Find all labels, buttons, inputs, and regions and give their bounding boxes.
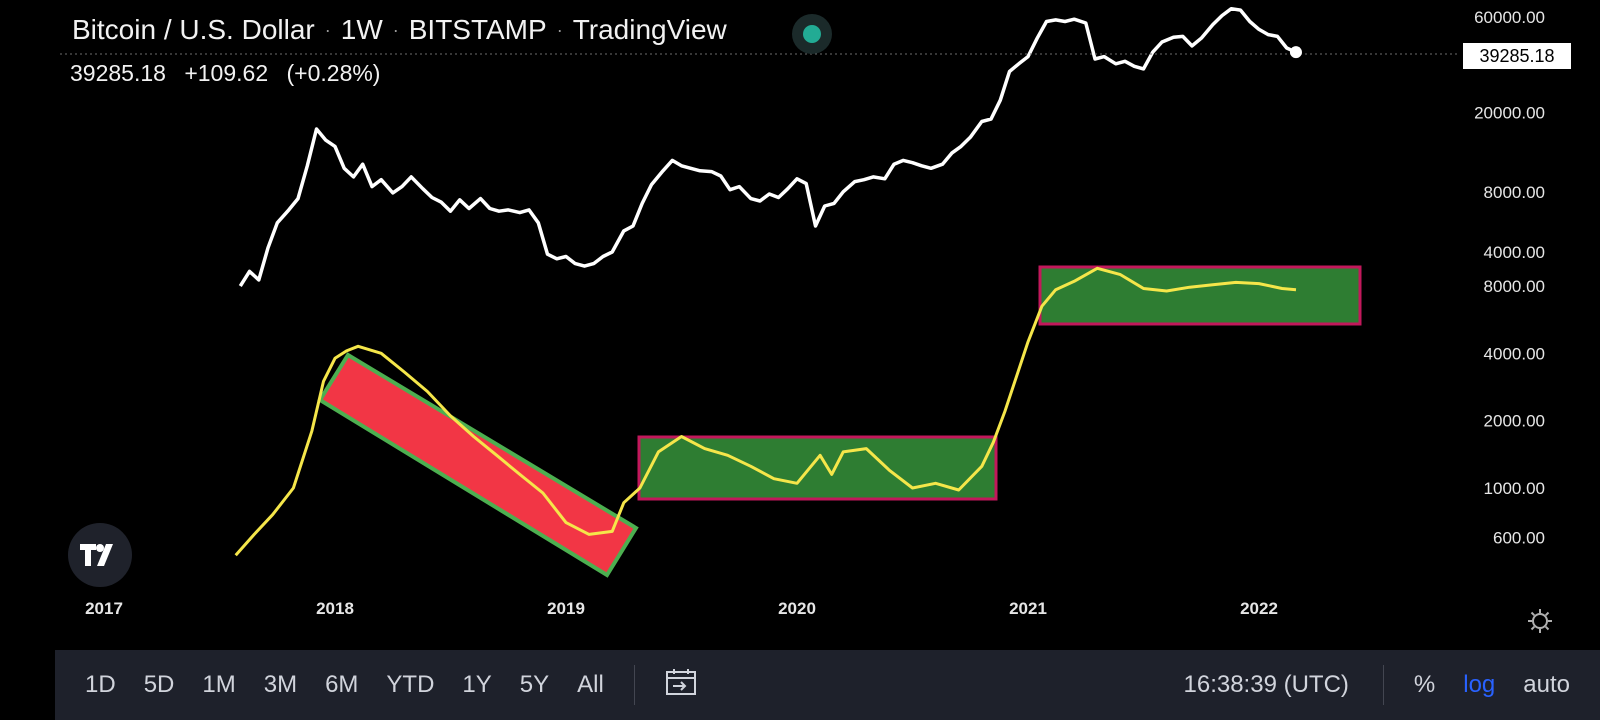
price-change: +109.62	[184, 60, 269, 86]
chart-header: Bitcoin / U.S. Dollar · 1W · BITSTAMP · …	[72, 14, 727, 46]
utc-clock[interactable]: 16:38:39 (UTC)	[1183, 671, 1349, 698]
y-tick-label: 4000.00	[1484, 344, 1545, 363]
symbol-title[interactable]: Bitcoin / U.S. Dollar	[72, 14, 315, 45]
y-tick-label: 600.00	[1493, 529, 1545, 548]
x-tick-label: 2022	[1240, 599, 1278, 618]
separator-dot: ·	[556, 19, 563, 40]
percent-toggle[interactable]: %	[1413, 671, 1436, 698]
provider-label: TradingView	[572, 14, 727, 45]
exchange-label: BITSTAMP	[408, 14, 547, 45]
price-tag: 39285.18	[1479, 46, 1554, 66]
ma-line	[234, 266, 1297, 557]
x-tick-label: 2020	[778, 599, 816, 618]
bottom-toolbar: 1D 5D 1M 3M 6M YTD 1Y 5Y All 16:38:39 (U…	[55, 650, 1600, 720]
x-axis-labels: 2017 2018 2019 2020 2021 2022	[85, 599, 1278, 618]
range-1m[interactable]: 1M	[202, 671, 236, 698]
quote-line: 39285.18 +109.62 (+0.28%)	[70, 60, 392, 87]
toolbar-divider	[633, 665, 635, 705]
x-tick-label: 2021	[1009, 599, 1047, 618]
y-tick-label: 8000.00	[1484, 277, 1545, 296]
calendar-glyph	[665, 668, 696, 695]
y-tick-label: 60000.00	[1474, 8, 1545, 27]
live-dot	[803, 25, 821, 43]
tv-glyph	[80, 544, 113, 566]
range-5y[interactable]: 5Y	[519, 671, 550, 698]
last-price-dot	[1289, 46, 1302, 59]
tradingview-logo-icon[interactable]	[68, 523, 132, 587]
price-change-pct: (+0.28%)	[286, 60, 381, 86]
y-axis-labels: 60000.00 20000.00 8000.00 4000.00 8000.00 400…	[1474, 8, 1545, 548]
bearish-channel-box	[317, 352, 639, 578]
price-tag-bg	[1463, 43, 1571, 69]
price-line	[238, 6, 1297, 288]
auto-toggle[interactable]: auto	[1523, 671, 1570, 698]
settings-gear-icon[interactable]	[1527, 608, 1553, 634]
separator-dot: ·	[392, 19, 399, 40]
range-all[interactable]: All	[577, 671, 604, 698]
live-indicator-icon	[792, 14, 832, 54]
annotation-boxes	[317, 265, 1362, 578]
y-tick-label: 20000.00	[1474, 103, 1545, 122]
y-tick-label: 1000.00	[1484, 479, 1545, 498]
range-1d[interactable]: 1D	[85, 671, 116, 698]
range-6m[interactable]: 6M	[325, 671, 359, 698]
y-tick-label: 8000.00	[1484, 183, 1545, 202]
calendar-range-icon[interactable]	[651, 667, 711, 704]
x-tick-label: 2017	[85, 599, 123, 618]
log-toggle[interactable]: log	[1463, 671, 1496, 698]
x-tick-label: 2019	[547, 599, 585, 618]
chart-area[interactable]: 60000.00 20000.00 8000.00 4000.00 8000.00 400…	[0, 0, 1600, 650]
y-tick-label: 2000.00	[1484, 412, 1545, 431]
range-5d[interactable]: 5D	[143, 671, 175, 698]
accumulation-box-2	[1038, 265, 1362, 326]
interval-label[interactable]: 1W	[340, 14, 383, 45]
last-price: 39285.18	[70, 60, 166, 86]
range-3m[interactable]: 3M	[263, 671, 298, 698]
toolbar-divider	[1382, 665, 1384, 705]
range-1y[interactable]: 1Y	[462, 671, 492, 698]
y-tick-label: 4000.00	[1484, 243, 1545, 262]
range-ytd[interactable]: YTD	[386, 671, 435, 698]
separator-dot: ·	[324, 19, 331, 40]
accumulation-box-1	[637, 435, 998, 501]
x-tick-label: 2018	[316, 599, 354, 618]
